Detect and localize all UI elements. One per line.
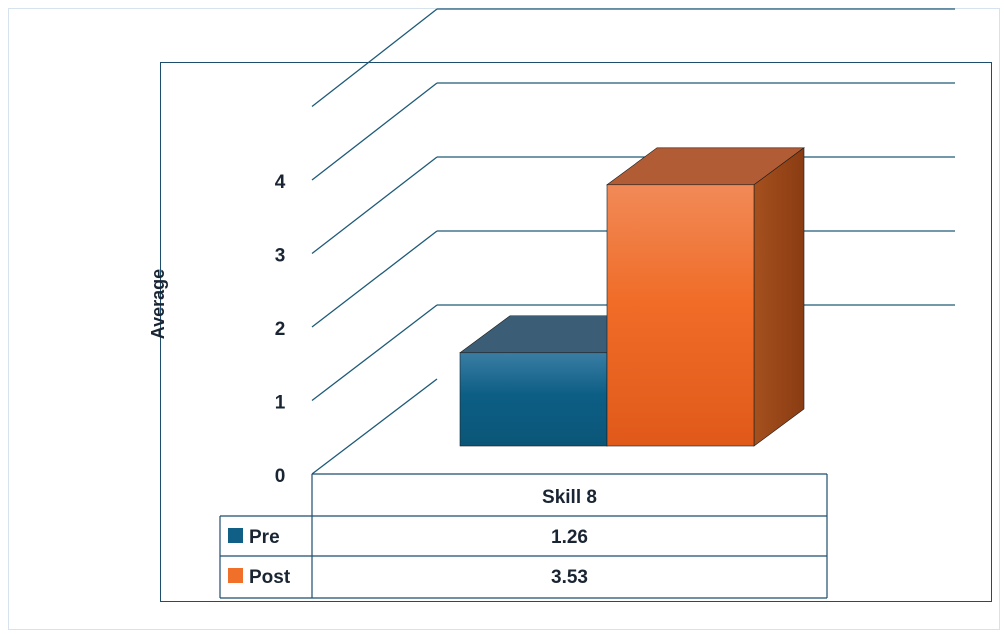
y-tick-label: 0 <box>275 466 286 487</box>
bar-side-face <box>753 147 805 447</box>
y-tick-label: 3 <box>275 246 286 267</box>
x-category-label: Skill 8 <box>542 487 597 508</box>
gridline-diagonal <box>311 156 438 255</box>
y-tick-label: 2 <box>275 319 286 340</box>
y-tick-label: 4 <box>275 172 286 193</box>
y-tick-label: 1 <box>275 393 286 414</box>
gridline-diagonal <box>311 230 438 328</box>
data-table-value-post: 3.53 <box>551 567 588 588</box>
legend-label-post: Post <box>249 567 291 588</box>
bar-front-face <box>459 352 608 447</box>
gridline-diagonal <box>311 8 438 108</box>
legend-label-pre: Pre <box>249 527 280 548</box>
gridline-diagonal <box>311 304 438 402</box>
legend-swatch-pre <box>228 528 243 543</box>
gridline-diagonal <box>311 378 438 475</box>
chart-frame <box>160 62 992 602</box>
bar-front-face <box>606 184 755 447</box>
gridline-diagonal <box>311 82 438 181</box>
legend-swatch-post <box>228 568 243 583</box>
y-axis-label: Average <box>148 269 168 339</box>
bar-post <box>606 147 805 447</box>
data-table-value-pre: 1.26 <box>551 527 588 548</box>
